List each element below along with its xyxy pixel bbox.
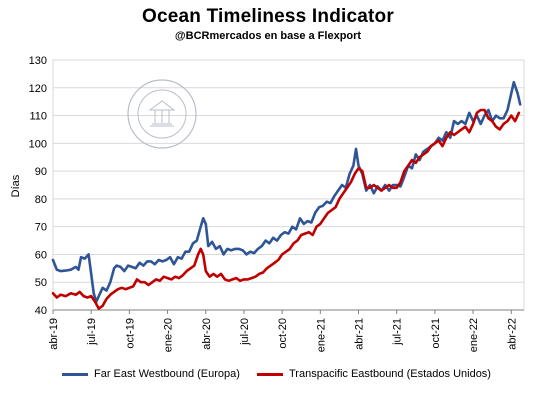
y-axis-label: Días [10, 174, 22, 197]
y-tick-label: 90 [35, 166, 47, 178]
y-tick-label: 70 [35, 222, 47, 234]
plot-area [52, 59, 525, 311]
x-tick-label: abr-21 [354, 318, 366, 350]
x-tick-label: abr-20 [201, 318, 213, 350]
x-tick-label: jul-19 [86, 318, 98, 346]
legend-label-far-east: Far East Westbound (Europa) [94, 368, 240, 380]
y-tick-label: 80 [35, 194, 47, 206]
y-tick-label: 130 [29, 55, 47, 67]
y-tick-label: 60 [35, 249, 47, 261]
series-line-transpacific-eastbound [51, 108, 521, 310]
y-tick-label: 40 [35, 305, 47, 317]
series-line-far-east-westbound [51, 80, 522, 303]
chart-title: Ocean Timeliness Indicator [142, 6, 394, 27]
bolsa-comercio-rosario-seal [127, 79, 197, 149]
x-tick-label: jul-21 [392, 318, 404, 346]
chart-subtitle: @BCRmercados en base a Flexport [174, 30, 362, 42]
x-tick-label: jul-20 [239, 318, 251, 346]
x-tick-label: abr-19 [48, 318, 60, 350]
x-tick-label: abr-22 [506, 318, 518, 350]
x-tick-label: ene-22 [468, 318, 480, 352]
legend-swatch-transpacific [257, 372, 283, 376]
y-tick-label: 100 [29, 138, 47, 150]
x-tick-label: oct-20 [277, 318, 289, 349]
x-tick-label: oct-21 [430, 318, 442, 349]
x-tick-label: oct-19 [124, 318, 136, 349]
legend-swatch-far-east [62, 372, 88, 376]
y-tick-label: 110 [29, 111, 47, 123]
x-tick-label: ene-21 [315, 318, 327, 352]
y-tick-label: 120 [29, 83, 47, 95]
y-tick-label: 50 [35, 277, 47, 289]
legend-item-transpacific: Transpacific Eastbound (Estados Unidos) [257, 368, 491, 380]
legend-item-far-east: Far East Westbound (Europa) [62, 368, 240, 380]
x-tick-label: ene-20 [163, 318, 175, 352]
legend-label-transpacific: Transpacific Eastbound (Estados Unidos) [289, 368, 491, 380]
